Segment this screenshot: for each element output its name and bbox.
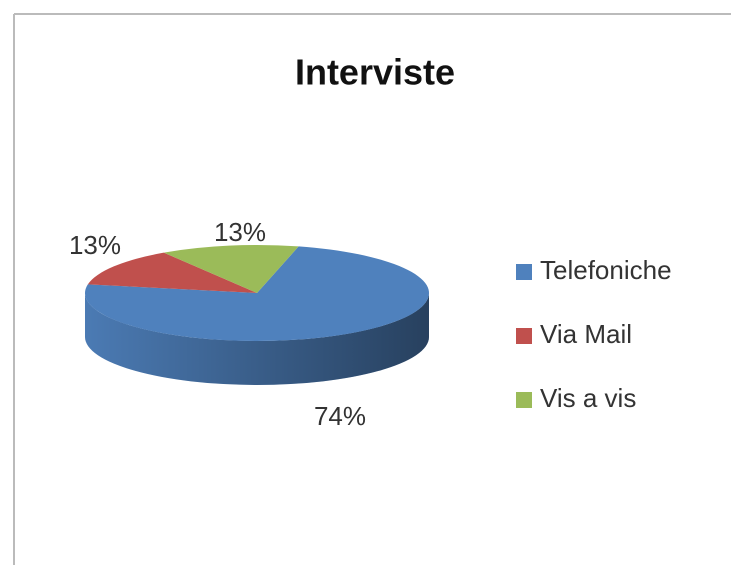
slice [163, 245, 299, 293]
slice [87, 252, 257, 293]
legend-label: Telefoniche [540, 255, 672, 285]
legend-label: Vis a vis [540, 383, 636, 413]
data-label: 13% [214, 217, 266, 247]
data-label: 13% [69, 230, 121, 260]
legend-swatch [516, 328, 532, 344]
legend-swatch [516, 392, 532, 408]
chart-title: Interviste [295, 52, 455, 93]
legend-swatch [516, 264, 532, 280]
slice [84, 246, 429, 342]
side-shade [85, 293, 429, 385]
legend-label: Via Mail [540, 319, 632, 349]
data-label: 74% [314, 401, 366, 431]
